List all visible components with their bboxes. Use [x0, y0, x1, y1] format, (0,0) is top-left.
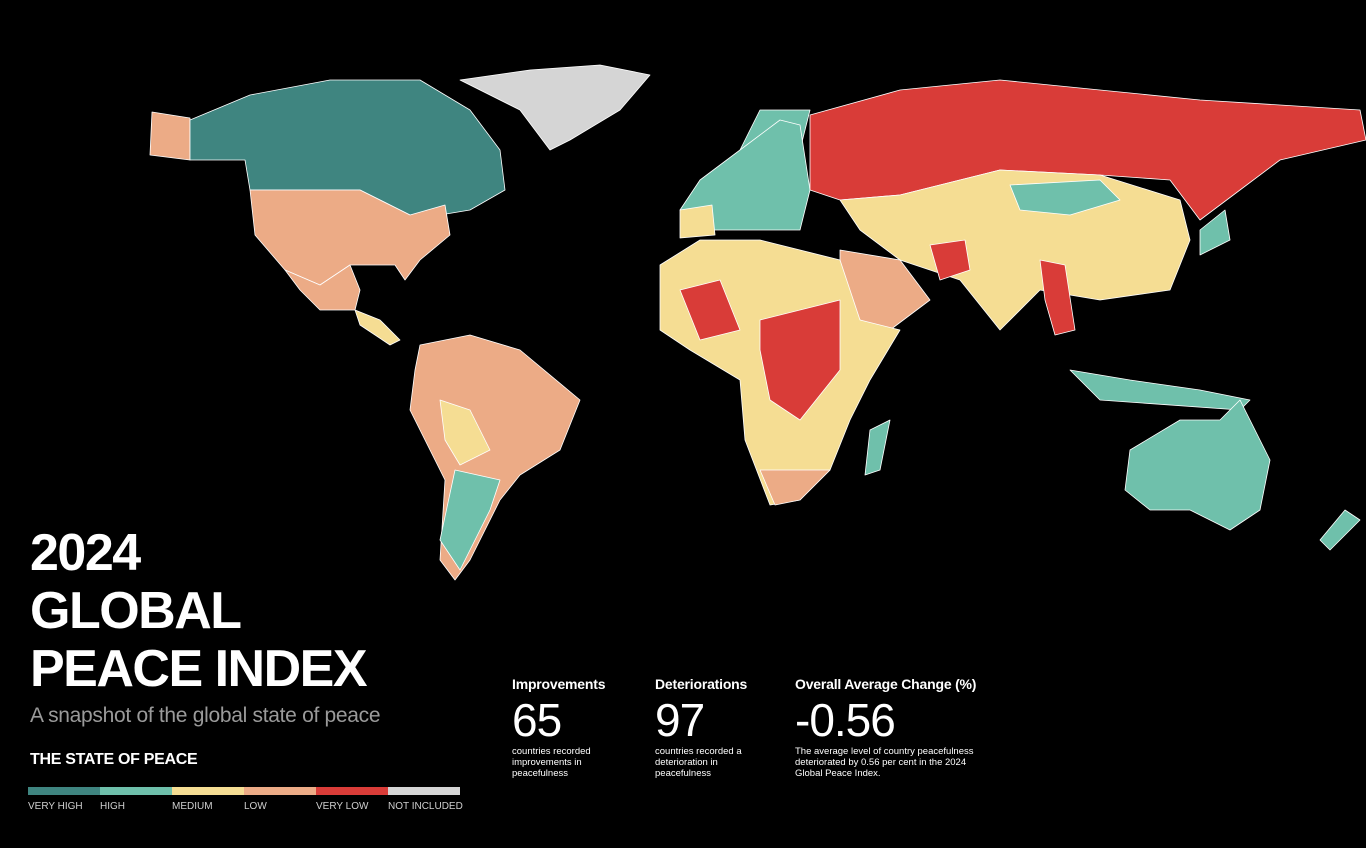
legend-label: LOW: [244, 801, 267, 812]
greenland: [459, 64, 651, 151]
myanmar: [1039, 259, 1076, 336]
afghanistan: [929, 239, 971, 281]
legend-swatch: [388, 787, 460, 795]
subtitle: A snapshot of the global state of peace: [30, 704, 381, 727]
new-zealand: [1319, 509, 1361, 551]
legend-label: VERY HIGH: [28, 801, 83, 812]
sahel: [679, 279, 741, 341]
madagascar: [864, 419, 891, 476]
legend-bar: [28, 787, 460, 795]
stat-description: countries recorded a deterioration in pe…: [655, 746, 742, 779]
title: 2024 GLOBAL PEACE INDEX: [30, 524, 368, 698]
legend-label: MEDIUM: [172, 801, 213, 812]
alaska: [149, 111, 191, 161]
legend-swatch: [316, 787, 388, 795]
stat-block: Improvements 65 countries recorded improve…: [512, 656, 642, 780]
title-line: GLOBAL: [30, 582, 242, 640]
stat-label: Deteriorations: [655, 676, 748, 692]
central-america: [354, 309, 401, 346]
legend-swatch: [28, 787, 100, 795]
iberia: [679, 204, 716, 239]
title-line: 2024: [30, 524, 141, 582]
stat-value: 97: [655, 694, 705, 746]
stat-value: -0.56: [795, 694, 896, 746]
legend-swatch: [100, 787, 172, 795]
central-africa: [759, 299, 841, 421]
legend-label: NOT INCLUDED: [388, 801, 463, 812]
legend-label: VERY LOW: [316, 801, 369, 812]
southern-africa: [759, 469, 831, 506]
legend-swatch: [172, 787, 244, 795]
stat-value: 65: [512, 694, 562, 746]
stat-description: The average level of country peacefulnes…: [795, 746, 974, 779]
central-asia: [839, 169, 1191, 331]
mexico: [284, 264, 361, 311]
japan: [1199, 209, 1231, 256]
stat-block: Deteriorations 97 countries recorded a det…: [655, 656, 785, 780]
south-america: [409, 334, 581, 581]
stat-description: countries recorded improvements in peace…: [512, 746, 591, 779]
canada: [189, 79, 506, 216]
bolivia-region: [439, 399, 491, 466]
stat-block: Overall Average Change (%) -0.56 The avera…: [795, 656, 985, 780]
legend-labels: VERY HIGH HIGH MEDIUM LOW VERY LOW NOT INCLUD…: [28, 801, 463, 812]
australia: [1124, 399, 1271, 531]
stat-label: Improvements: [512, 676, 606, 692]
title-line: PEACE INDEX: [30, 640, 368, 698]
legend-title: THE STATE OF PEACE: [30, 751, 198, 768]
stat-label: Overall Average Change (%): [795, 676, 977, 692]
indonesia: [1069, 369, 1251, 411]
argentina: [439, 469, 501, 571]
legend-label: HIGH: [100, 801, 125, 812]
legend-swatch: [244, 787, 316, 795]
mongolia: [1009, 179, 1121, 216]
